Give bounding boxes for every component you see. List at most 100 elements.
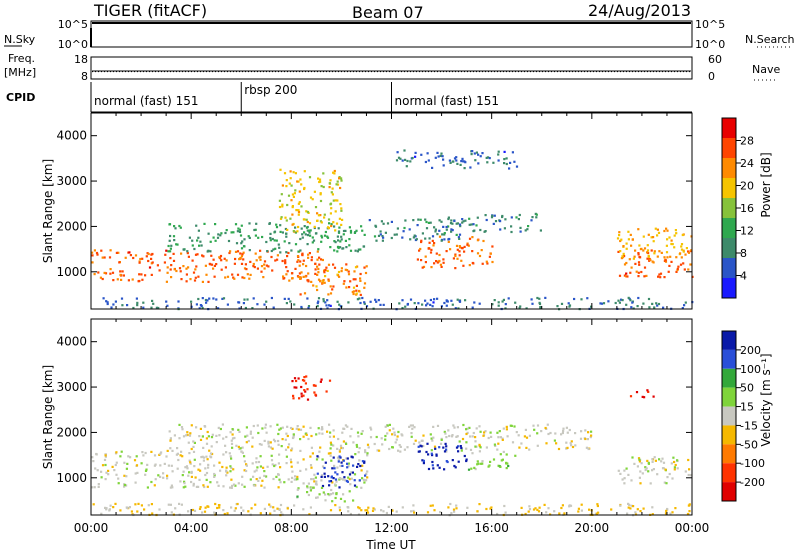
heatmap-cell (448, 237, 451, 241)
heatmap-cell (259, 249, 262, 252)
heatmap-cell (280, 445, 283, 448)
heatmap-cell (252, 297, 255, 300)
heatmap-cell (180, 426, 184, 429)
heatmap-cell (147, 259, 150, 263)
heatmap-cell (638, 263, 641, 266)
heatmap-cell (384, 434, 387, 438)
heatmap-cell (458, 237, 461, 240)
heatmap-cell (290, 447, 294, 450)
heatmap-cell (487, 156, 490, 159)
heatmap-cell (584, 437, 587, 441)
heatmap-cell (290, 449, 293, 452)
heatmap-cell (635, 391, 639, 394)
heatmap-cell (339, 203, 342, 206)
heatmap-cell (473, 301, 476, 304)
heatmap-cell (175, 243, 178, 246)
heatmap-cell (470, 467, 473, 470)
heatmap-cell (625, 272, 628, 275)
heatmap-cell (373, 235, 377, 238)
heatmap-cell (625, 242, 628, 245)
heatmap-cell (305, 433, 308, 436)
heatmap-cell (456, 222, 459, 225)
heatmap-cell (375, 239, 378, 242)
heatmap-cell (409, 160, 412, 163)
heatmap-cell (280, 193, 283, 196)
heatmap-cell (243, 455, 246, 458)
heatmap-cell (174, 507, 177, 510)
heatmap-cell (104, 478, 107, 481)
heatmap-cell (526, 228, 529, 231)
heatmap-cell (315, 433, 318, 436)
heatmap-cell (647, 390, 650, 393)
heatmap-cell (186, 431, 189, 434)
heatmap-cell (635, 270, 638, 273)
heatmap-cell (210, 254, 213, 257)
heatmap-cell (265, 475, 268, 478)
heatmap-cell (166, 449, 169, 452)
heatmap-cell (425, 227, 429, 230)
heatmap-cell (170, 464, 173, 467)
heatmap-cell (511, 151, 514, 154)
heatmap-cell (443, 301, 446, 305)
heatmap-cell (134, 472, 137, 475)
heatmap-cell (296, 230, 299, 233)
heatmap-cell (258, 443, 261, 446)
heatmap-cell (221, 423, 224, 426)
heatmap-cell (171, 449, 174, 452)
heatmap-cell (223, 257, 226, 260)
heatmap-cell (163, 462, 166, 465)
heatmap-cell (673, 468, 676, 471)
heatmap-cell (300, 307, 303, 310)
heatmap-cell (310, 478, 313, 481)
heatmap-cell (360, 509, 363, 512)
heatmap-cell (342, 459, 345, 462)
heatmap-cell (189, 461, 192, 464)
heatmap-cell (394, 441, 397, 444)
heatmap-cell (169, 486, 172, 489)
heatmap-cell (391, 446, 394, 449)
heatmap-cell (458, 250, 461, 253)
heatmap-cell (159, 475, 162, 478)
heatmap-cell (460, 246, 463, 250)
heatmap-cell (451, 222, 454, 225)
heatmap-cell (493, 299, 496, 302)
heatmap-cell (263, 474, 266, 477)
heatmap-cell (214, 223, 217, 226)
heatmap-cell (360, 486, 363, 489)
colorbar-tick-label: -200 (740, 476, 765, 489)
heatmap-cell (461, 221, 464, 224)
heatmap-cell (350, 427, 353, 430)
heatmap-cell (168, 430, 171, 433)
heatmap-cell (680, 243, 684, 246)
heatmap-cell (569, 504, 573, 507)
heatmap-cell (243, 245, 246, 248)
heatmap-cell (306, 398, 310, 401)
heatmap-cell (326, 236, 330, 239)
heatmap-cell (269, 446, 272, 449)
heatmap-cell (208, 449, 211, 452)
velocity-frame (90, 318, 693, 516)
heatmap-cell (289, 458, 292, 461)
heatmap-cell (285, 179, 288, 182)
heatmap-cell (459, 445, 462, 448)
heatmap-cell (471, 306, 474, 309)
heatmap-cell (462, 160, 465, 163)
heatmap-cell (306, 297, 309, 300)
heatmap-cell (687, 458, 690, 462)
heatmap-cell (432, 425, 435, 428)
heatmap-cell (257, 479, 260, 482)
heatmap-cell (331, 467, 334, 470)
heatmap-cell (317, 214, 320, 217)
heatmap-cell (306, 220, 309, 224)
heatmap-cell (568, 504, 571, 507)
heatmap-cell (97, 483, 100, 486)
heatmap-cell (336, 180, 339, 183)
heatmap-cell (566, 446, 569, 449)
heatmap-cell (283, 297, 286, 300)
heatmap-cell (192, 482, 195, 485)
heatmap-cell (228, 452, 231, 455)
heatmap-cell (268, 222, 271, 225)
heatmap-cell (530, 298, 533, 301)
heatmap-cell (435, 252, 438, 255)
heatmap-cell (178, 437, 181, 440)
